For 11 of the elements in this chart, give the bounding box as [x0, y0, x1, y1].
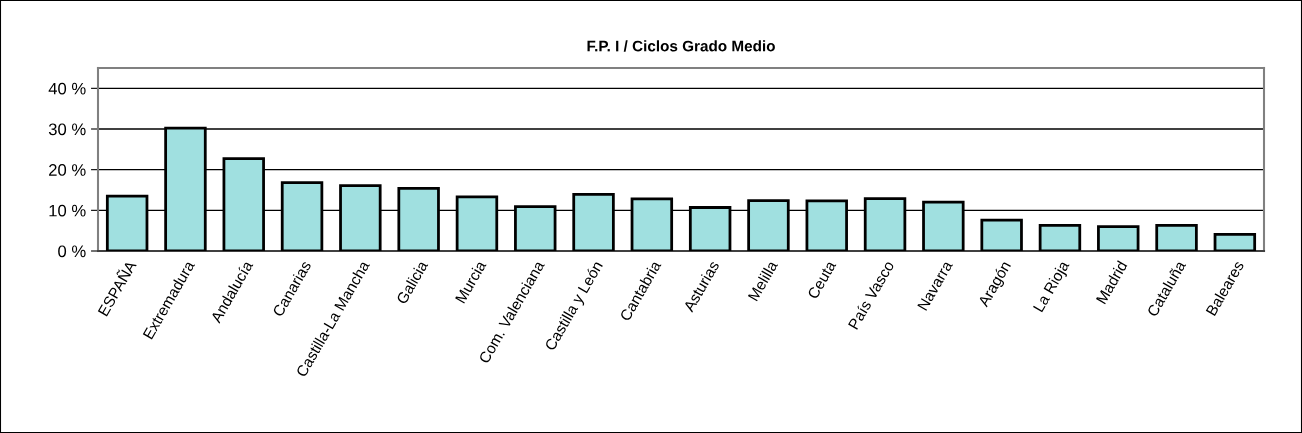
bar — [1213, 232, 1257, 251]
bar — [1038, 223, 1082, 251]
y-tick-label: 40 % — [48, 82, 86, 95]
bar — [1155, 223, 1198, 251]
bar — [980, 218, 1023, 251]
y-tick-label: 20 % — [49, 164, 86, 176]
y-tick-label: 10 % — [49, 204, 86, 217]
y-tick-label: 0 % — [58, 245, 86, 258]
bar — [1097, 225, 1140, 251]
chart-title: F.P. I / Ciclos Grado Medio — [587, 40, 775, 52]
y-tick-label: 30 % — [48, 123, 86, 136]
